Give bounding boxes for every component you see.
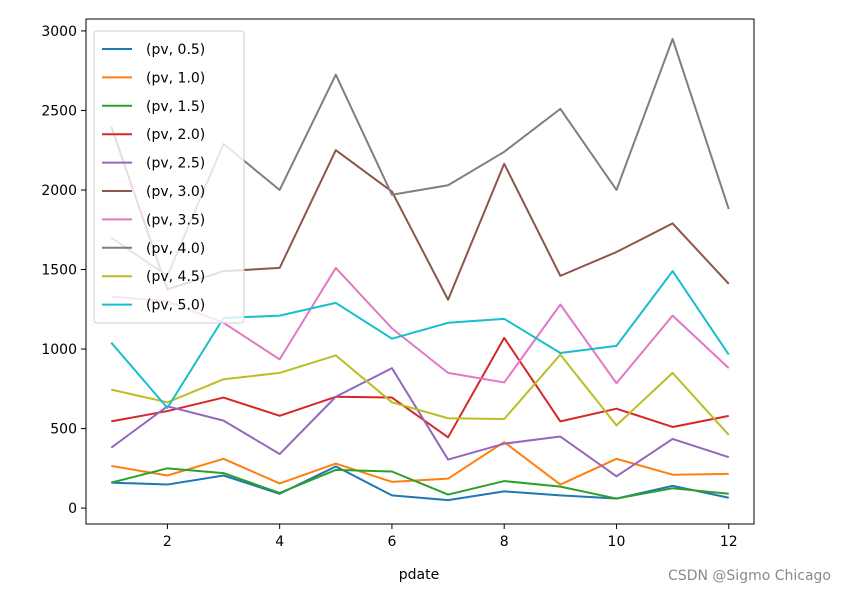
x-tick-label: 10 xyxy=(608,534,626,550)
x-tick-label: 2 xyxy=(163,534,172,550)
legend-label-6: (pv, 3.5) xyxy=(146,212,205,228)
series-line-1 xyxy=(111,441,729,486)
legend-label-3: (pv, 2.0) xyxy=(146,127,205,143)
series-line-8 xyxy=(111,353,730,436)
y-tick-label: 0 xyxy=(68,501,77,517)
y-tick-label: 3000 xyxy=(41,24,77,40)
legend-label-0: (pv, 0.5) xyxy=(146,42,205,58)
x-tick-label: 12 xyxy=(720,534,738,550)
y-tick-label: 1000 xyxy=(41,342,77,358)
legend-label-1: (pv, 1.0) xyxy=(146,70,205,86)
legend-label-2: (pv, 1.5) xyxy=(146,99,205,115)
legend-label-9: (pv, 5.0) xyxy=(146,298,205,314)
y-tick-label: 1500 xyxy=(41,263,77,279)
legend-label-5: (pv, 3.0) xyxy=(146,184,205,200)
legend-box xyxy=(93,30,245,324)
x-axis-label: pdate xyxy=(399,567,439,583)
x-tick-label: 8 xyxy=(500,534,509,550)
watermark-text: CSDN @Sigmo Chicago xyxy=(668,568,831,584)
plot-frame xyxy=(85,18,755,525)
y-tick-label: 2000 xyxy=(41,183,77,199)
x-axis-ticks: 2 4 6 8 10 12 xyxy=(163,524,738,550)
series-line-2 xyxy=(111,467,729,500)
legend: (pv, 0.5) (pv, 1.0) (pv, 1.5) (pv, 2.0) (pv,… xyxy=(93,30,245,324)
y-tick-label: 500 xyxy=(50,422,77,438)
legend-label-7: (pv, 4.0) xyxy=(146,241,205,257)
x-tick-label: 4 xyxy=(275,534,284,550)
x-tick-label: 6 xyxy=(387,534,396,550)
y-tick-label: 2500 xyxy=(41,103,77,119)
series-line-3 xyxy=(111,336,729,439)
series-line-4 xyxy=(110,367,730,478)
series-line-9 xyxy=(110,270,730,409)
legend-label-8: (pv, 4.5) xyxy=(146,269,205,285)
legend-label-4: (pv, 2.5) xyxy=(146,156,205,172)
y-axis-ticks: 0 500 1000 1500 2000 2500 3000 xyxy=(41,24,86,517)
